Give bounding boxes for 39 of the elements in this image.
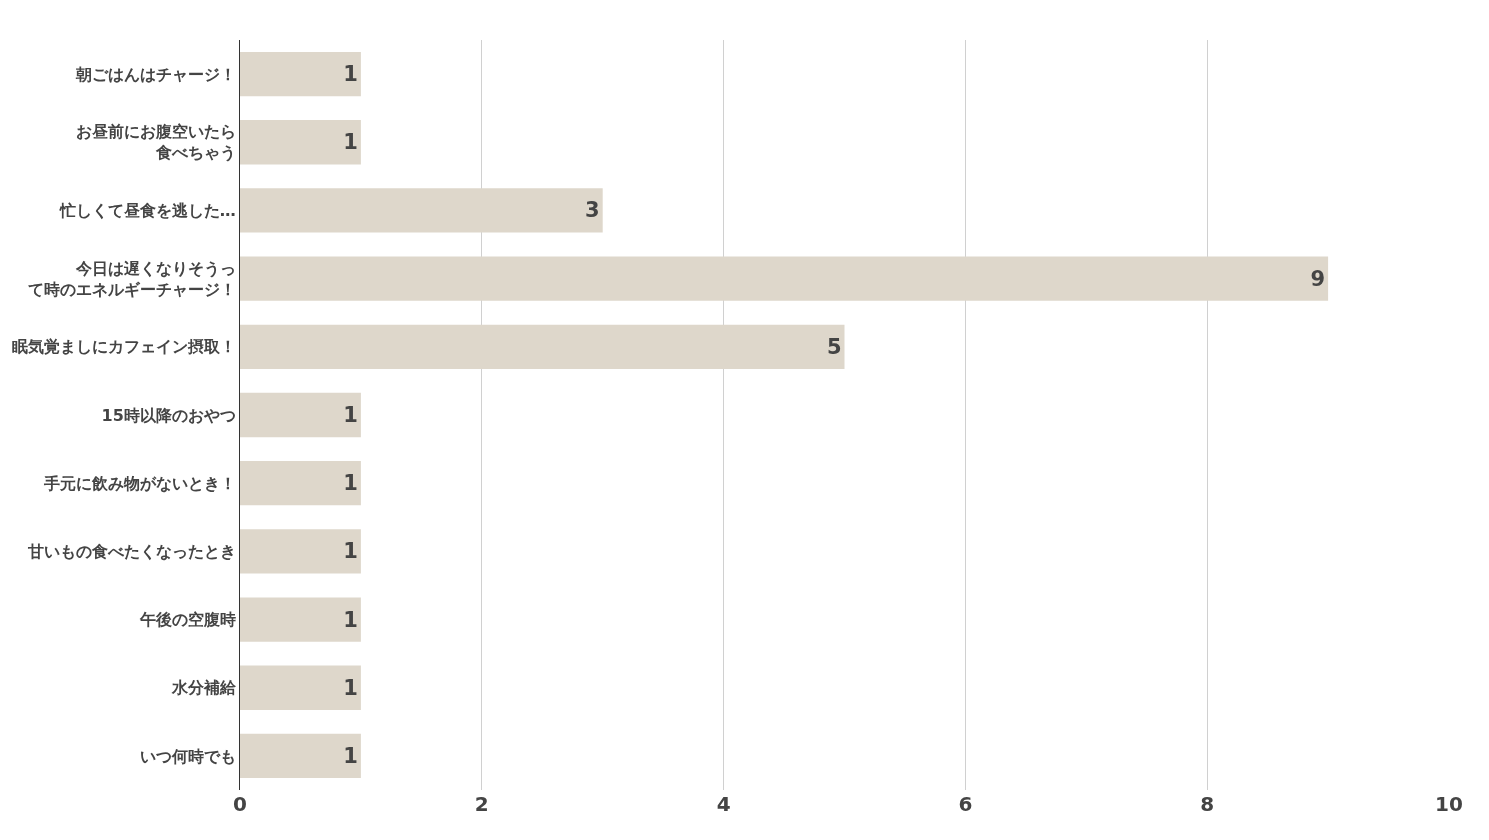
data-label: 1 — [343, 607, 358, 632]
data-label: 1 — [343, 743, 358, 768]
data-label: 5 — [826, 334, 842, 359]
y-tick-label: 甘いもの食べたくなったとき — [26, 541, 236, 561]
y-tick-label: 忙しくて昼食を逃した… — [58, 201, 236, 221]
bar — [240, 392, 361, 438]
data-label: 1 — [343, 130, 358, 155]
y-tick-label: 今日は遅くなりそうって時のエネルギーチャージ！ — [27, 258, 236, 299]
data-label: 1 — [343, 403, 358, 427]
bar — [240, 597, 361, 642]
y-tick-label: 朝ごはんはチャージ！ — [74, 64, 236, 84]
data-label: 1 — [343, 675, 358, 700]
x-tick-label: 10 — [1435, 792, 1463, 816]
bar — [240, 51, 361, 97]
bar — [240, 120, 361, 165]
data-label: 1 — [343, 539, 358, 564]
y-tick-label: 午後の空腹時 — [138, 610, 236, 630]
y-tick-label: 眠気覚ましにカフェイン摂取！ — [11, 337, 236, 357]
y-tick-label: 15時以降のおやつ — [101, 405, 236, 425]
data-label: 9 — [1310, 266, 1326, 291]
y-tick-label: いつ何時でも — [139, 746, 236, 766]
x-tick-label: 8 — [1200, 792, 1215, 816]
bar — [240, 665, 361, 710]
data-label: 1 — [343, 62, 358, 87]
bar — [240, 324, 845, 369]
data-label: 1 — [343, 471, 358, 496]
y-tick-label: 手元に飲み物がないとき！ — [42, 473, 236, 493]
y-tick-label: お昼前にお腹空いたら食べちゃう — [75, 122, 236, 163]
bar — [240, 188, 603, 233]
x-tick-label: 0 — [233, 792, 247, 816]
x-tick-label: 4 — [716, 792, 731, 816]
bar — [240, 529, 361, 574]
x-tick-label: 2 — [474, 792, 489, 816]
bar — [240, 461, 361, 506]
bar — [240, 256, 1329, 301]
data-label: 3 — [585, 198, 600, 223]
bar — [240, 733, 361, 779]
x-tick-label: 6 — [958, 792, 973, 816]
y-tick-label: 水分補給 — [170, 678, 237, 698]
